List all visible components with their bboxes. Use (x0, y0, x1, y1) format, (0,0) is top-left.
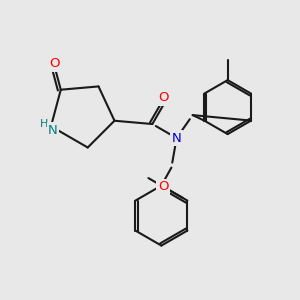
Text: O: O (158, 180, 168, 193)
Text: H: H (40, 119, 48, 129)
Text: O: O (49, 57, 60, 70)
Text: O: O (158, 91, 169, 104)
Text: N: N (48, 124, 58, 137)
Text: N: N (172, 131, 182, 145)
